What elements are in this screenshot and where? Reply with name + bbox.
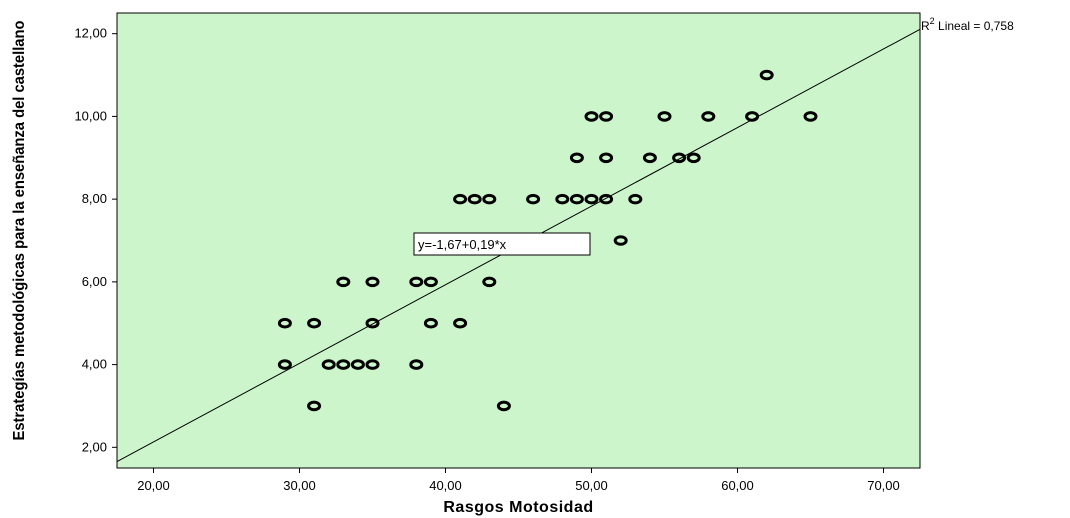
- x-tick-label: 40,00: [429, 478, 462, 493]
- data-point: [745, 111, 760, 122]
- data-point: [628, 193, 643, 205]
- x-tick-label: 30,00: [283, 478, 316, 493]
- data-point: [423, 276, 438, 288]
- data-point: [482, 276, 497, 288]
- data-point: [307, 317, 322, 329]
- data-point: [336, 359, 351, 370]
- data-point: [365, 276, 380, 288]
- data-point: [555, 193, 570, 205]
- y-axis-title: Estrategías metodológicas para la enseña…: [11, 20, 28, 440]
- data-point: [277, 359, 292, 370]
- y-tick-label: 6,00: [82, 274, 107, 289]
- y-tick-label: 2,00: [82, 439, 107, 454]
- data-point: [467, 193, 482, 205]
- x-tick-label: 20,00: [137, 478, 170, 493]
- r-squared-value: Lineal = 0,758: [935, 19, 1014, 33]
- data-point: [409, 276, 424, 288]
- y-tick-label: 12,00: [74, 26, 107, 41]
- data-point: [584, 111, 599, 122]
- x-tick-label: 60,00: [721, 478, 754, 493]
- data-point: [409, 359, 424, 370]
- data-point: [759, 69, 774, 81]
- data-point: [336, 276, 351, 288]
- x-tick-label: 70,00: [867, 478, 900, 493]
- data-point: [482, 193, 497, 205]
- data-point: [569, 152, 584, 164]
- data-point: [584, 193, 599, 205]
- data-point: [321, 359, 336, 370]
- data-point: [701, 111, 716, 122]
- r-squared-superscript: 2: [930, 16, 935, 26]
- data-point: [496, 400, 511, 412]
- data-point: [599, 193, 614, 205]
- data-point: [307, 400, 322, 412]
- r-squared-prefix: R: [921, 19, 930, 33]
- data-point: [365, 359, 380, 370]
- y-tick-label: 10,00: [74, 108, 107, 123]
- data-point: [453, 317, 468, 329]
- x-axis-title: Rasgos Motosidad: [443, 499, 593, 516]
- data-point: [423, 317, 438, 329]
- equation-label: y=-1,67+0,19*x: [418, 237, 507, 252]
- r-squared-label: R2 Lineal = 0,758: [921, 16, 1014, 33]
- data-point: [453, 193, 468, 205]
- data-point: [642, 152, 657, 164]
- data-point: [599, 152, 614, 164]
- data-point: [803, 111, 818, 122]
- data-point: [350, 359, 365, 370]
- data-point: [686, 152, 701, 164]
- data-point: [599, 111, 614, 122]
- data-point: [365, 317, 380, 329]
- data-point: [526, 193, 541, 205]
- y-tick-label: 4,00: [82, 357, 107, 372]
- data-point: [672, 152, 687, 164]
- y-tick-label: 8,00: [82, 191, 107, 206]
- x-tick-label: 50,00: [575, 478, 608, 493]
- data-point: [657, 111, 672, 122]
- data-point: [569, 193, 584, 205]
- equation-box: [413, 232, 591, 256]
- data-point: [613, 235, 628, 246]
- data-point: [277, 317, 292, 329]
